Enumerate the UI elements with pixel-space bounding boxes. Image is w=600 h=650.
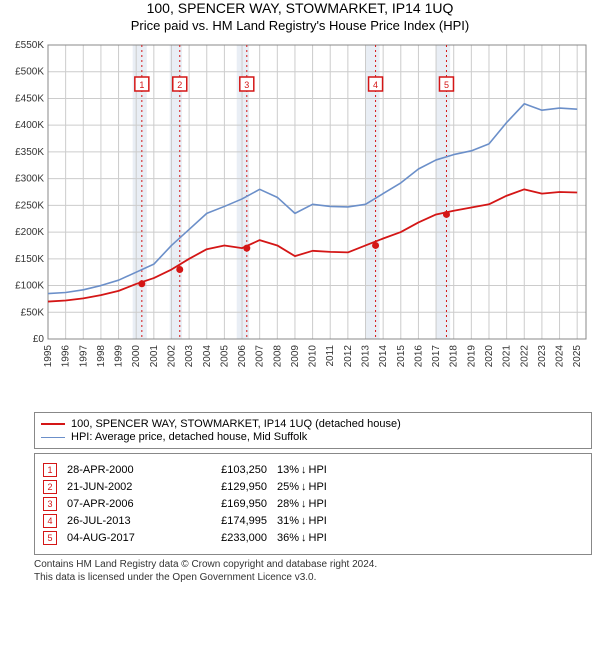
svg-text:2012: 2012 [343, 345, 354, 368]
legend-swatch [41, 437, 65, 438]
arrow-down-icon: ↓ [301, 515, 307, 527]
transaction-date: 28-APR-2000 [67, 464, 167, 476]
svg-text:2019: 2019 [466, 345, 477, 368]
transactions-table: 1 28-APR-2000 £103,250 13% ↓ HPI 2 21-JUN-200… [34, 453, 592, 555]
svg-text:2: 2 [177, 80, 182, 90]
svg-text:2021: 2021 [502, 345, 513, 368]
svg-text:1995: 1995 [43, 345, 54, 368]
transaction-date: 21-JUN-2002 [67, 481, 167, 493]
transaction-row: 2 21-JUN-2002 £129,950 25% ↓ HPI [43, 480, 583, 494]
svg-text:2001: 2001 [149, 345, 160, 368]
svg-text:2014: 2014 [378, 345, 389, 368]
transaction-row: 3 07-APR-2006 £169,950 28% ↓ HPI [43, 497, 583, 511]
transaction-index-box: 2 [43, 480, 57, 494]
svg-text:£450K: £450K [15, 93, 44, 104]
legend: 100, SPENCER WAY, STOWMARKET, IP14 1UQ (… [34, 412, 592, 449]
svg-text:2003: 2003 [184, 345, 195, 368]
svg-text:£300K: £300K [15, 174, 44, 185]
svg-text:2000: 2000 [131, 345, 142, 368]
transaction-price: £169,950 [177, 498, 267, 510]
svg-text:2023: 2023 [537, 345, 548, 368]
svg-text:2013: 2013 [361, 345, 372, 368]
svg-text:£100K: £100K [15, 281, 44, 292]
svg-text:£400K: £400K [15, 120, 44, 131]
svg-text:2018: 2018 [449, 345, 460, 368]
legend-item: 100, SPENCER WAY, STOWMARKET, IP14 1UQ (… [41, 418, 585, 430]
footer-line: Contains HM Land Registry data © Crown c… [34, 559, 592, 572]
svg-text:£50K: £50K [21, 307, 45, 318]
transaction-row: 1 28-APR-2000 £103,250 13% ↓ HPI [43, 463, 583, 477]
svg-text:£350K: £350K [15, 147, 44, 158]
svg-text:2008: 2008 [272, 345, 283, 368]
arrow-down-icon: ↓ [301, 464, 307, 476]
transaction-date: 26-JUL-2013 [67, 515, 167, 527]
svg-text:1999: 1999 [114, 345, 125, 368]
transaction-price: £129,950 [177, 481, 267, 493]
legend-swatch [41, 423, 65, 425]
chart-subtitle: Price paid vs. HM Land Registry's House … [0, 18, 600, 33]
svg-text:2007: 2007 [255, 345, 266, 368]
legend-item: HPI: Average price, detached house, Mid … [41, 431, 585, 443]
svg-text:£150K: £150K [15, 254, 44, 265]
svg-text:£200K: £200K [15, 227, 44, 238]
svg-text:2006: 2006 [237, 345, 248, 368]
svg-text:2016: 2016 [413, 345, 424, 368]
transaction-index-box: 5 [43, 531, 57, 545]
transaction-delta: 28% ↓ HPI [277, 498, 327, 510]
svg-text:4: 4 [373, 80, 378, 90]
svg-text:1: 1 [139, 80, 144, 90]
svg-text:2002: 2002 [166, 345, 177, 368]
transaction-date: 04-AUG-2017 [67, 532, 167, 544]
svg-text:2025: 2025 [572, 345, 583, 368]
transaction-delta: 25% ↓ HPI [277, 481, 327, 493]
svg-text:2011: 2011 [325, 345, 336, 367]
svg-text:2009: 2009 [290, 345, 301, 368]
footer-line: This data is licensed under the Open Gov… [34, 572, 592, 585]
transaction-row: 5 04-AUG-2017 £233,000 36% ↓ HPI [43, 531, 583, 545]
legend-label: 100, SPENCER WAY, STOWMARKET, IP14 1UQ (… [71, 418, 401, 430]
svg-text:1997: 1997 [78, 345, 89, 368]
chart-title: 100, SPENCER WAY, STOWMARKET, IP14 1UQ [0, 0, 600, 16]
chart-svg: £0 £50K £100K £150K £200K £250K £300K £350K £400… [8, 39, 590, 399]
svg-text:2005: 2005 [219, 345, 230, 368]
transaction-date: 07-APR-2006 [67, 498, 167, 510]
svg-text:£250K: £250K [15, 200, 44, 211]
svg-text:2015: 2015 [396, 345, 407, 368]
svg-text:£500K: £500K [15, 67, 44, 78]
footer-attribution: Contains HM Land Registry data © Crown c… [34, 559, 592, 584]
transaction-row: 4 26-JUL-2013 £174,995 31% ↓ HPI [43, 514, 583, 528]
legend-label: HPI: Average price, detached house, Mid … [71, 431, 307, 443]
svg-text:£550K: £550K [15, 40, 44, 51]
transaction-delta: 36% ↓ HPI [277, 532, 327, 544]
transaction-delta: 13% ↓ HPI [277, 464, 327, 476]
transaction-index-box: 3 [43, 497, 57, 511]
transaction-price: £103,250 [177, 464, 267, 476]
svg-text:1996: 1996 [61, 345, 72, 368]
svg-text:2020: 2020 [484, 345, 495, 368]
svg-text:2024: 2024 [555, 345, 566, 368]
arrow-down-icon: ↓ [301, 498, 307, 510]
arrow-down-icon: ↓ [301, 481, 307, 493]
transaction-price: £174,995 [177, 515, 267, 527]
transaction-delta: 31% ↓ HPI [277, 515, 327, 527]
svg-text:1998: 1998 [96, 345, 107, 368]
arrow-down-icon: ↓ [301, 532, 307, 544]
transaction-index-box: 4 [43, 514, 57, 528]
svg-text:5: 5 [444, 80, 449, 90]
svg-text:2010: 2010 [308, 345, 319, 368]
chart-container: £0 £50K £100K £150K £200K £250K £300K £350K £400… [8, 39, 592, 404]
svg-text:£0: £0 [33, 334, 45, 345]
svg-text:2017: 2017 [431, 345, 442, 368]
transaction-index-box: 1 [43, 463, 57, 477]
svg-text:2004: 2004 [202, 345, 213, 368]
svg-text:2022: 2022 [519, 345, 530, 368]
svg-text:3: 3 [244, 80, 249, 90]
transaction-price: £233,000 [177, 532, 267, 544]
